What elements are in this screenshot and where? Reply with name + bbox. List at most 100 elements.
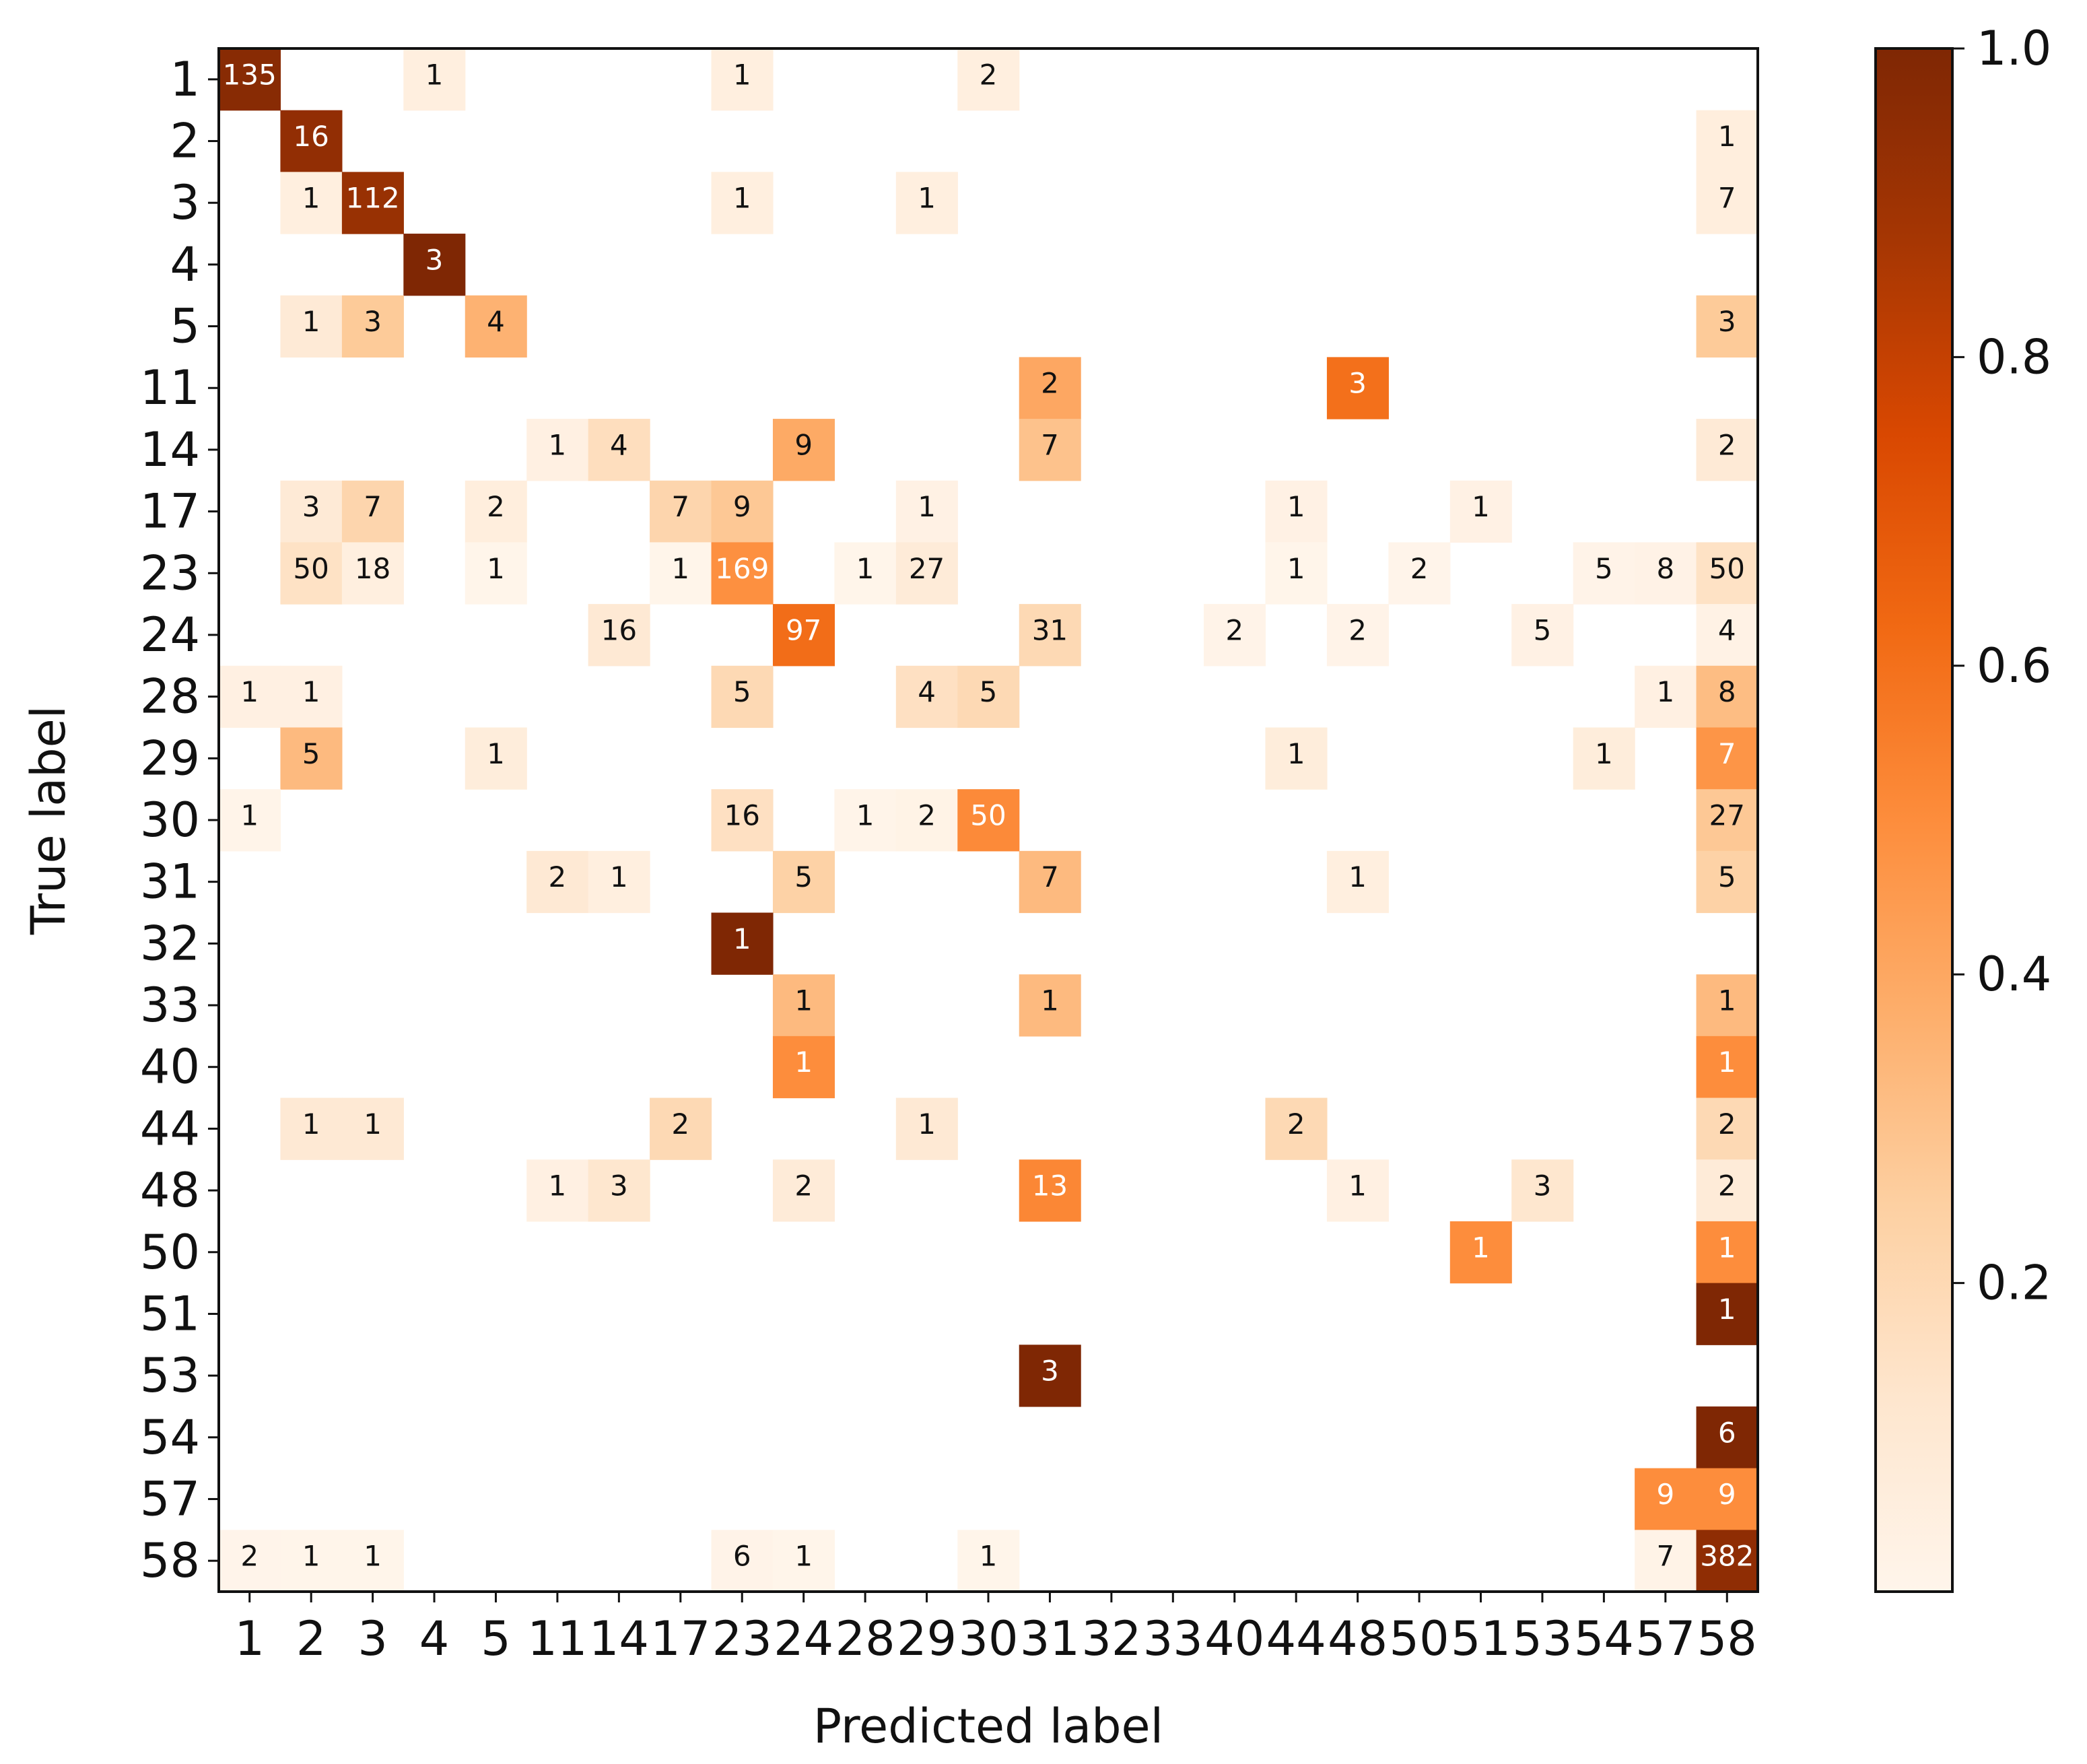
heatmap-cell-label-r7-c8: 9 (733, 490, 751, 523)
heatmap-cell-r4-c4 (465, 295, 527, 358)
heatmap-cell-r9-c6 (588, 604, 650, 667)
heatmap-cell-label-r6-c9: 9 (794, 428, 813, 461)
heatmap-cell-r6-c13 (1019, 419, 1081, 481)
colorbar-tick-label-4: 1.0 (1977, 21, 2051, 76)
x-tick-label-16: 40 (1204, 1611, 1264, 1666)
heatmap-cell-label-r17-c2: 1 (364, 1108, 382, 1141)
heatmap-cell-label-r8-c10: 1 (856, 552, 875, 585)
y-tick-label-2: 3 (170, 175, 200, 230)
x-tick-label-8: 23 (712, 1611, 772, 1666)
heatmap-cell-label-r18-c24: 2 (1718, 1169, 1736, 1202)
heatmap-cell-label-r24-c12: 1 (980, 1540, 998, 1573)
heatmap-cell-label-r9-c9: 97 (786, 613, 821, 646)
heatmap-cell-label-r0-c12: 2 (980, 58, 998, 91)
x-tick-label-24: 58 (1697, 1611, 1757, 1666)
y-tick-label-16: 40 (140, 1040, 200, 1095)
heatmap-cell-label-r1-c24: 1 (1718, 120, 1736, 153)
heatmap-cell-r18-c18 (1326, 1159, 1389, 1222)
heatmap-cell-label-r8-c23: 8 (1656, 552, 1674, 585)
heatmap-cell-r13-c13 (1019, 850, 1081, 914)
heatmap-cell-label-r13-c18: 1 (1348, 860, 1367, 893)
heatmap-cell-r11-c22 (1573, 727, 1635, 790)
heatmap-cell-label-r9-c21: 5 (1534, 613, 1552, 646)
heatmap-cell-r17-c24 (1696, 1097, 1758, 1160)
heatmap-cell-r8-c19 (1388, 542, 1451, 605)
heatmap-cell-r7-c8 (711, 480, 774, 543)
heatmap-cell-r17-c11 (895, 1097, 958, 1160)
heatmap-cell-label-r6-c24: 2 (1718, 428, 1736, 461)
heatmap-cell-label-r16-c24: 1 (1718, 1046, 1736, 1079)
y-tick-label-24: 58 (140, 1533, 200, 1588)
heatmap-cell-label-r12-c0: 1 (240, 799, 259, 832)
y-tick-label-20: 51 (140, 1286, 200, 1341)
heatmap-cell-label-r6-c5: 1 (549, 428, 567, 461)
heatmap-cell-label-r10-c1: 1 (302, 675, 320, 708)
heatmap-cell-label-r17-c7: 2 (671, 1108, 689, 1141)
heatmap-cell-label-r7-c20: 1 (1472, 490, 1490, 523)
heatmap-cell-label-r16-c9: 1 (794, 1046, 813, 1079)
heatmap-cell-r7-c1 (280, 480, 343, 543)
heatmap-cell-r18-c6 (588, 1159, 650, 1222)
heatmap-cell-label-r15-c13: 1 (1041, 984, 1059, 1017)
heatmap-cell-label-r13-c6: 1 (610, 860, 628, 893)
heatmap-cell-r8-c11 (895, 542, 958, 605)
heatmap-cell-r16-c24 (1696, 1036, 1758, 1099)
x-tick-label-18: 48 (1328, 1611, 1388, 1666)
heatmap-cell-r9-c9 (772, 604, 835, 667)
heatmap-cell-r11-c1 (280, 727, 343, 790)
x-tick-label-3: 4 (419, 1611, 450, 1666)
heatmap-cell-label-r18-c9: 2 (794, 1169, 813, 1202)
x-tick-label-6: 14 (589, 1611, 649, 1666)
y-tick-label-22: 54 (140, 1410, 200, 1465)
heatmap-cell-label-r6-c13: 7 (1041, 428, 1059, 461)
x-tick-label-10: 28 (835, 1611, 895, 1666)
x-tick-label-20: 51 (1451, 1611, 1511, 1666)
heatmap-cell-label-r9-c13: 31 (1032, 613, 1068, 646)
heatmap-cell-labels: 135 1 1 216 11 112 1 1 731 3 4 32 31 4 9 7 23 7 2 7 9 1 1 150 18… (223, 58, 1754, 1572)
heatmap-cell-r8-c17 (1265, 542, 1328, 605)
colorbar-tick-label-2: 0.6 (1977, 638, 2051, 693)
heatmap-cell-label-r2-c2: 112 (346, 182, 400, 215)
x-axis-ticks: 1 2 3 4 5 11 14 17 23 24 28 29 30 31 32 33 40 44 48 50 51 53 5… (234, 1592, 1757, 1666)
colorbar-tick-label-3: 0.8 (1977, 329, 2051, 384)
heatmap-cell-label-r7-c2: 7 (364, 490, 382, 523)
heatmap-cell-label-r19-c20: 1 (1472, 1231, 1490, 1264)
heatmap-cell-label-r7-c4: 2 (487, 490, 505, 523)
heatmap-cell-r11-c17 (1265, 727, 1328, 790)
heatmap-cell-label-r8-c2: 18 (355, 552, 390, 585)
heatmap-cell-label-r10-c23: 1 (1656, 675, 1674, 708)
heatmap-cell-r2-c1 (280, 172, 343, 234)
heatmap-cell-r8-c7 (650, 542, 712, 605)
heatmap-cell-r17-c17 (1265, 1097, 1328, 1160)
heatmap-cell-label-r8-c11: 27 (909, 552, 945, 585)
heatmap-cell-label-r24-c2: 1 (364, 1540, 382, 1573)
heatmap-cell-r8-c2 (341, 542, 404, 605)
heatmap-cell-r18-c5 (526, 1159, 589, 1222)
heatmap-cell-label-r24-c9: 1 (794, 1540, 813, 1573)
heatmap-cell-label-r19-c24: 1 (1718, 1231, 1736, 1264)
heatmap-cell-r21-c13 (1019, 1345, 1081, 1407)
heatmap-cell-r18-c9 (772, 1159, 835, 1222)
heatmap-cell-r20-c24 (1696, 1283, 1758, 1345)
colorbar-ticks: 0.2 0.4 0.6 0.8 1.0 (1952, 21, 2051, 1311)
heatmap-cell-label-r0-c0: 135 (223, 58, 277, 91)
heatmap-cell-r15-c9 (772, 974, 835, 1037)
heatmap-cell-r12-c10 (834, 789, 897, 852)
heatmap-cell-r5-c13 (1019, 357, 1081, 419)
y-tick-label-19: 50 (140, 1225, 200, 1280)
heatmap-cell-r7-c20 (1449, 480, 1512, 543)
y-tick-label-6: 14 (140, 422, 200, 477)
heatmap-cell-label-r20-c24: 1 (1718, 1293, 1736, 1326)
heatmap-cell-label-r10-c8: 5 (733, 675, 751, 708)
heatmap-cell-label-r9-c24: 4 (1718, 613, 1736, 646)
heatmap-cell-r18-c21 (1511, 1159, 1574, 1222)
heatmap-cell-label-r24-c23: 7 (1656, 1540, 1674, 1573)
heatmap-cell-r8-c1 (280, 542, 343, 605)
heatmap-cell-r7-c7 (650, 480, 712, 543)
heatmap-cell-label-r5-c13: 2 (1041, 367, 1059, 400)
heatmap-cell-r10-c8 (711, 665, 774, 728)
heatmap-cell-r13-c5 (526, 850, 589, 914)
heatmap-cell-r7-c11 (895, 480, 958, 543)
heatmap-cell-label-r0-c8: 1 (733, 58, 751, 91)
